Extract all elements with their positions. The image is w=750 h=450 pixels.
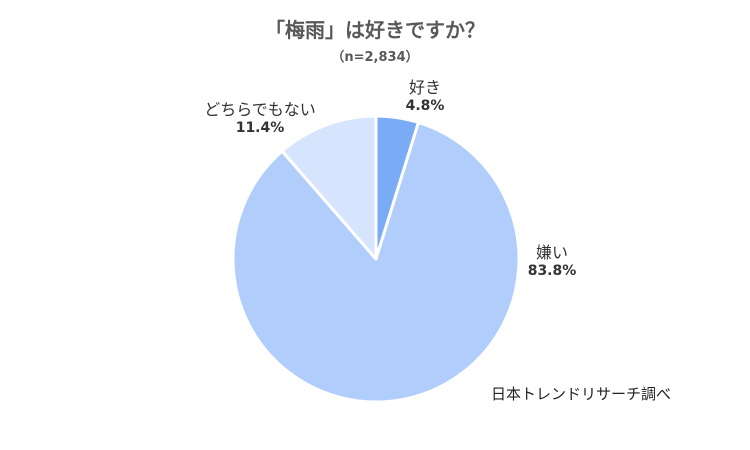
label-neither-name: どちらでもない	[204, 100, 316, 119]
label-neither: どちらでもない 11.4%	[185, 100, 335, 138]
slice-neither	[280, 114, 378, 261]
slice-dislike	[231, 120, 521, 404]
label-neither-value: 11.4%	[235, 120, 285, 136]
label-dislike-name: 嫌い	[535, 243, 568, 262]
chart-subtitle: （n=2,834）	[331, 50, 419, 65]
label-like-name: 好き	[408, 78, 441, 97]
chart-title: 「梅雨」は好きですか？	[265, 18, 485, 42]
label-dislike-value: 83.8%	[527, 263, 577, 279]
label-dislike: 嫌い 83.8%	[512, 243, 592, 281]
label-like-value: 4.8%	[405, 98, 445, 114]
label-like: 好き 4.8%	[397, 78, 453, 116]
pie-slices	[231, 114, 521, 404]
source-note: 日本トレンドリサーチ調べ	[491, 385, 672, 403]
